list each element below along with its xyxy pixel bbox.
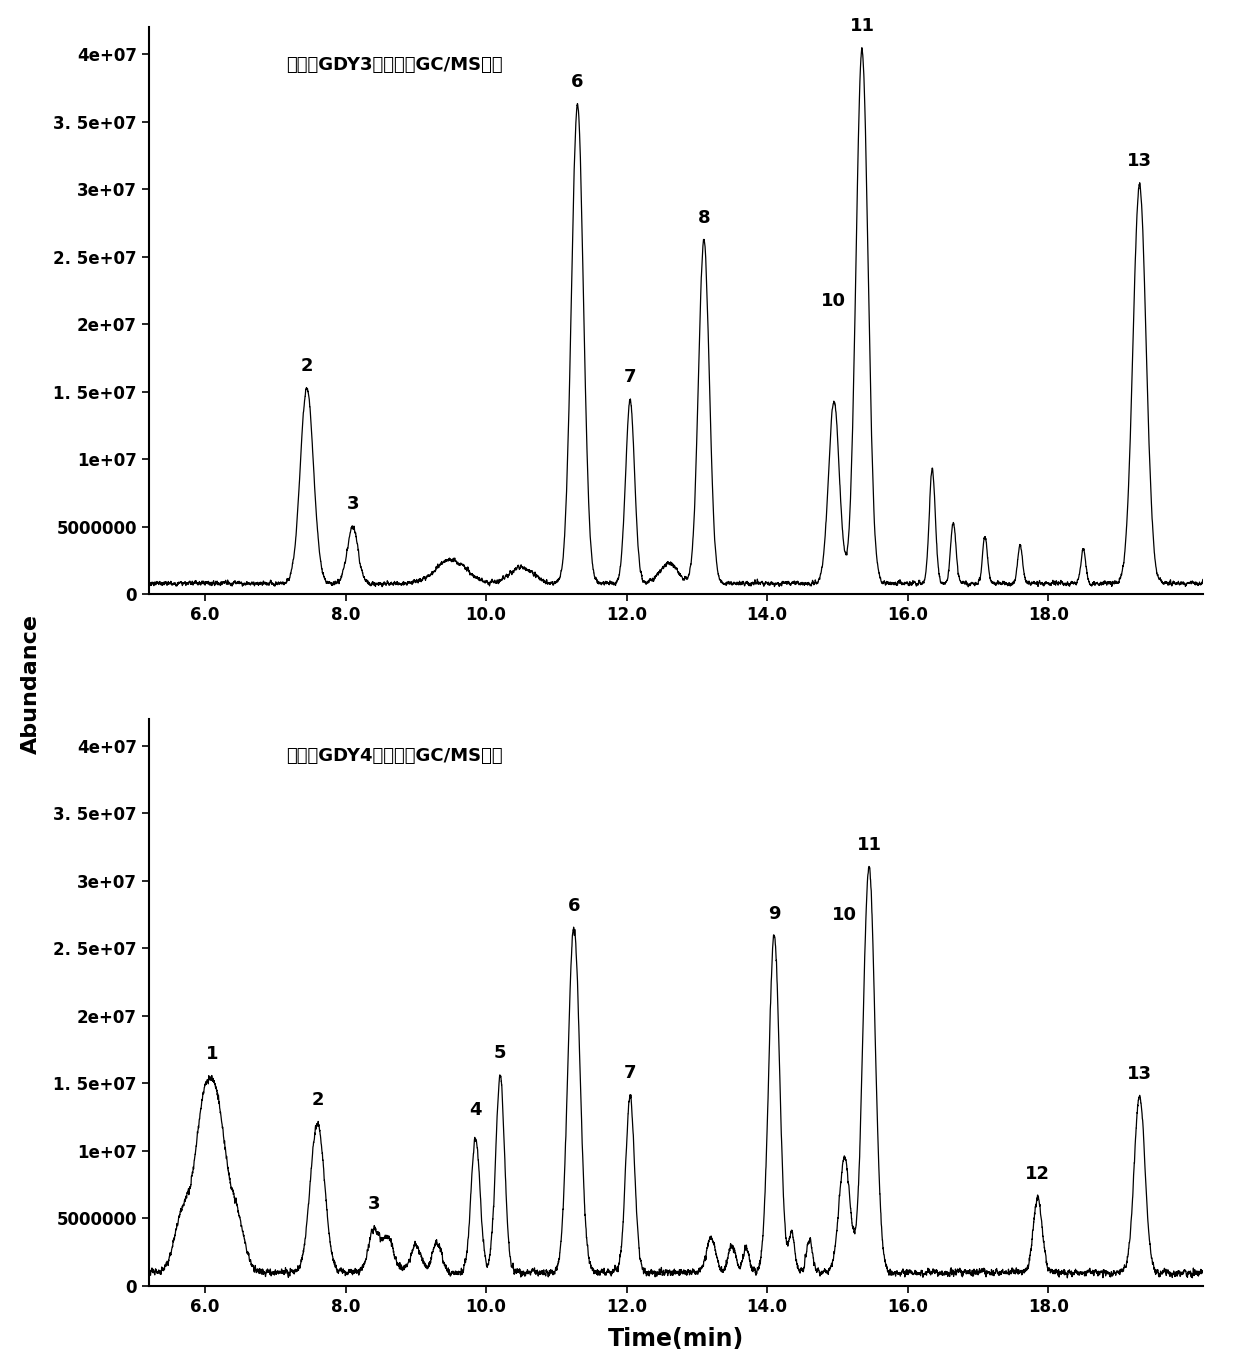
Text: 6: 6	[568, 896, 580, 915]
Text: 1: 1	[206, 1045, 218, 1063]
Text: 10: 10	[821, 293, 847, 311]
Text: Abundance: Abundance	[21, 614, 41, 754]
Text: 12: 12	[1025, 1164, 1050, 1182]
Text: 7: 7	[624, 368, 636, 387]
Text: 13: 13	[1127, 1064, 1152, 1083]
Text: 9: 9	[768, 904, 780, 922]
Text: 10: 10	[832, 906, 857, 923]
Text: 3: 3	[367, 1196, 379, 1213]
Text: 13: 13	[1127, 152, 1152, 170]
Text: 4: 4	[469, 1101, 482, 1119]
Text: 11: 11	[857, 836, 882, 854]
Text: 工程菌GDY3发酵产物GC/MS检测: 工程菌GDY3发酵产物GC/MS检测	[285, 56, 502, 74]
Text: 2: 2	[300, 357, 314, 375]
Text: 7: 7	[624, 1064, 636, 1082]
Text: 工程菌GDY4发酵产物GC/MS检测: 工程菌GDY4发酵产物GC/MS检测	[285, 747, 502, 765]
Text: 6: 6	[572, 73, 584, 92]
Text: 11: 11	[849, 18, 874, 36]
Text: 5: 5	[494, 1045, 506, 1063]
Text: 8: 8	[698, 209, 711, 227]
Text: 2: 2	[311, 1090, 324, 1109]
X-axis label: Time(min): Time(min)	[608, 1327, 744, 1350]
Text: 3: 3	[346, 495, 358, 513]
